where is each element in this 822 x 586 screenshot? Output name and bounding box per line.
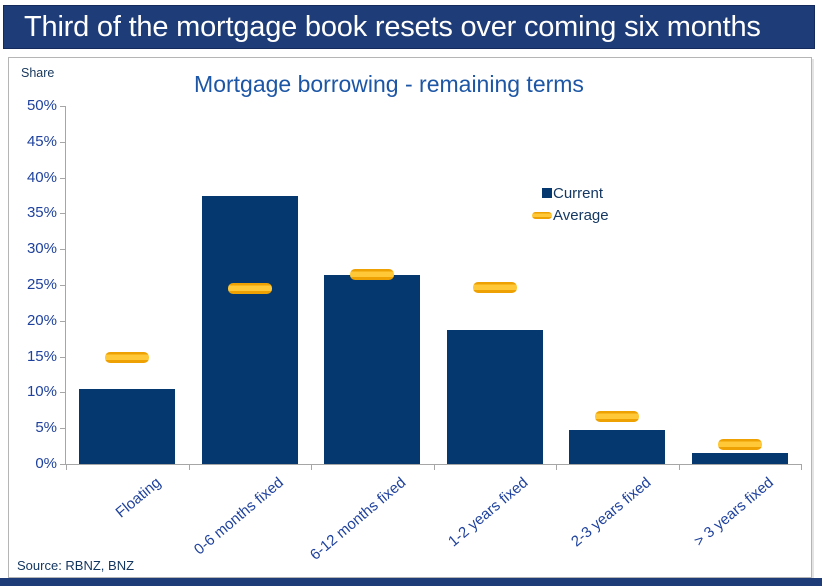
x-tick: [678, 465, 680, 470]
average-dash-4: [595, 411, 640, 423]
chart-container: Share Mortgage borrowing - remaining ter…: [8, 57, 812, 578]
y-tick: [60, 320, 66, 322]
y-tick-label: 0%: [35, 455, 57, 472]
x-axis-label-2: 6-12 months fixed: [306, 474, 410, 564]
source-note: Source: RBNZ, BNZ: [17, 558, 135, 573]
y-tick-label: 30%: [26, 240, 57, 258]
x-tick: [801, 465, 802, 470]
y-tick: [60, 356, 66, 358]
bar-0-6-months-fixed: [201, 196, 298, 464]
bar-1-2-years-fixed: [446, 330, 543, 464]
x-axis-label-3: 1-2 years fixed: [445, 474, 532, 551]
y-tick: [60, 213, 66, 215]
y-tick-label: 15%: [26, 347, 57, 365]
y-tick-label: 20%: [26, 311, 57, 329]
y-tick-label: 45%: [26, 132, 57, 150]
headline-banner: Third of the mortgage book resets over c…: [3, 5, 815, 49]
average-dash-3: [472, 281, 517, 293]
headline-text: Third of the mortgage book resets over c…: [24, 10, 761, 43]
y-tick: [60, 428, 66, 430]
average-dash-5: [717, 439, 762, 451]
x-axis-label-5: > 3 years fixed: [690, 474, 777, 550]
y-tick-label: 10%: [26, 383, 57, 401]
y-tick: [60, 285, 66, 286]
x-tick: [556, 465, 557, 470]
x-tick: [433, 465, 435, 470]
y-tick-label: 25%: [26, 276, 57, 293]
x-axis-line: [60, 464, 802, 465]
legend-label-current: Current: [553, 184, 604, 202]
y-tick-label: 5%: [35, 419, 57, 437]
y-tick: [60, 106, 66, 107]
legend-item-average: Average: [526, 204, 609, 226]
x-axis-label-1: 0-6 months fixed: [190, 474, 287, 559]
x-axis-label-0: Floating: [112, 474, 165, 522]
bar-floating: [79, 388, 176, 464]
average-series-marker-icon: [532, 211, 552, 219]
average-dash-0: [105, 351, 150, 363]
bar-2-3-years-fixed: [569, 429, 666, 464]
x-tick: [188, 465, 190, 470]
y-tick-label: 50%: [26, 97, 57, 114]
y-tick: [60, 177, 66, 179]
legend-item-current: Current: [526, 182, 609, 204]
current-series-marker-icon: [542, 188, 552, 198]
y-tick-label: 35%: [26, 204, 57, 222]
y-tick-label: 40%: [26, 168, 57, 186]
average-dash-2: [350, 268, 395, 280]
footer-bar: [0, 578, 822, 586]
y-tick: [60, 392, 66, 394]
y-axis-title: Share: [21, 66, 55, 80]
x-tick: [311, 465, 312, 470]
x-axis-label-4: 2-3 years fixed: [567, 474, 655, 551]
chart-title: Mortgage borrowing - remaining terms: [194, 71, 584, 97]
bar--3-years-fixed: [691, 452, 788, 464]
y-tick: [60, 249, 66, 251]
y-tick: [60, 141, 66, 143]
x-tick: [66, 465, 67, 470]
legend: Current Average: [526, 182, 609, 226]
legend-label-average: Average: [553, 206, 609, 224]
average-dash-1: [227, 283, 272, 295]
y-tick: [60, 464, 66, 465]
bar-6-12-months-fixed: [324, 274, 421, 464]
